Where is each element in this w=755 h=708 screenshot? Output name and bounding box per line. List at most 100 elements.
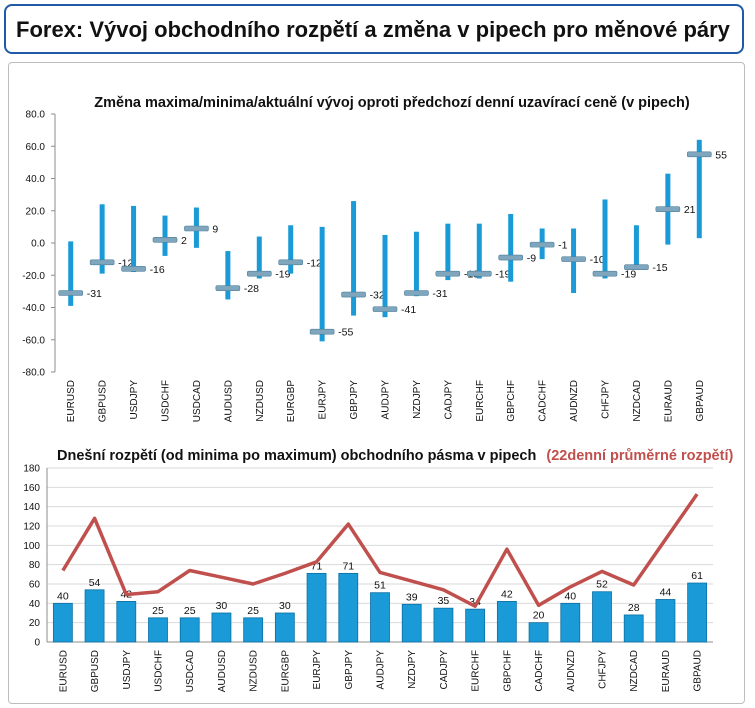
chart1-category-label: USDJPY	[129, 380, 140, 420]
range-bar	[496, 601, 517, 643]
current-marker	[246, 270, 272, 277]
current-value-label: -12	[307, 257, 322, 269]
chart2-category-label: EURUSD	[58, 650, 69, 692]
chart2-category-label: GBPUSD	[90, 650, 101, 692]
bar-value-label: 35	[438, 595, 450, 607]
chart2-category-label: EURAUD	[661, 650, 672, 692]
range-bar	[382, 234, 388, 318]
range-bar	[99, 204, 105, 274]
chart2-category-label: AUDJPY	[376, 650, 387, 690]
chart1-y-tick: -20.0	[22, 271, 45, 282]
range-bar	[179, 617, 200, 643]
bar-value-label: 34	[469, 596, 481, 608]
range-bar	[633, 225, 639, 269]
bar-value-label: 44	[660, 586, 672, 598]
range-bar	[655, 599, 676, 643]
current-marker	[372, 306, 398, 312]
chart2-category-label: EURGBP	[280, 650, 291, 693]
range-bar	[401, 603, 422, 643]
range-bar	[433, 607, 454, 643]
bar-value-label: 30	[216, 600, 228, 612]
chart1-category-label: CHFJPY	[601, 380, 612, 419]
bar-value-label: 61	[691, 570, 703, 582]
bar-value-label: 54	[89, 577, 101, 589]
chart1-y-tick: 0.0	[31, 239, 45, 250]
chart1-category-label: GBPCHF	[506, 380, 517, 422]
range-bar	[465, 608, 486, 643]
range-bar	[508, 213, 514, 282]
bar-value-label: 71	[342, 560, 354, 572]
current-marker	[58, 290, 84, 296]
range-bar	[68, 241, 74, 306]
current-value-label: -19	[621, 269, 636, 281]
range-bar	[560, 602, 581, 643]
bar-value-label: 42	[501, 588, 513, 600]
chart2-category-label: AUDNZD	[566, 650, 577, 692]
page-title: Forex: Vývoj obchodního rozpětí a změna …	[16, 17, 730, 42]
chart2-category-label: EURCHF	[471, 650, 482, 692]
current-marker	[152, 236, 178, 243]
chart1-y-tick: 80.0	[26, 110, 46, 121]
chart1-category-label: EURGBP	[286, 380, 297, 423]
range-bar	[623, 614, 644, 643]
chart2-y-tick: 80	[29, 560, 41, 571]
range-bar	[319, 226, 325, 342]
range-bar	[338, 572, 359, 643]
current-marker	[404, 290, 429, 296]
current-value-label: 2	[181, 235, 187, 247]
chart1-category-label: GBPUSD	[98, 380, 109, 422]
range-bar	[225, 251, 231, 300]
bar-value-label: 40	[57, 590, 69, 602]
chart2-category-label: CADCHF	[534, 650, 545, 692]
current-value-label: -15	[652, 262, 667, 274]
chart1-category-label: AUDJPY	[381, 380, 392, 420]
current-marker	[435, 270, 461, 277]
chart2-y-tick: 100	[23, 541, 40, 552]
current-value-label: 55	[715, 149, 727, 161]
bar-value-label: 20	[533, 610, 545, 622]
chart1-y-tick: -60.0	[22, 335, 45, 346]
chart2-category-label: USDJPY	[122, 650, 133, 690]
chart2-category-label: CHFJPY	[598, 650, 609, 689]
chart2-category-label: USDCAD	[185, 650, 196, 692]
current-value-label: -28	[244, 283, 259, 295]
chart1-category-label: GBPAUD	[695, 380, 706, 422]
range-bar	[84, 589, 105, 643]
chart1-y-tick: -80.0	[22, 368, 45, 379]
chart1-y-tick: 40.0	[26, 174, 46, 185]
current-marker	[529, 241, 555, 248]
chart2-category-label: GBPJPY	[344, 650, 355, 690]
current-marker	[498, 254, 524, 261]
current-marker	[686, 151, 712, 158]
chart1-category-label: NZDCAD	[632, 380, 643, 422]
bar-value-label: 25	[184, 605, 196, 617]
chart1-category-label: EURCHF	[475, 380, 486, 422]
current-marker	[309, 328, 335, 335]
chart1-category-label: EURAUD	[663, 380, 674, 422]
range-bar	[243, 617, 264, 643]
chart2-category-label: NZDCAD	[629, 650, 640, 692]
chart2-y-tick: 180	[23, 464, 40, 475]
current-marker	[215, 285, 241, 291]
bar-value-label: 25	[247, 605, 259, 617]
chart1-category-label: GBPJPY	[349, 380, 360, 420]
current-value-label: -55	[338, 327, 353, 339]
range-bar	[131, 205, 137, 273]
range-bar	[256, 236, 262, 279]
range-bar	[602, 199, 608, 279]
range-bar	[370, 592, 390, 643]
chart2-y-tick: 160	[23, 483, 40, 494]
chart2-category-label: AUDUSD	[217, 650, 228, 692]
chart2-y-tick: 60	[29, 580, 41, 591]
current-marker	[121, 265, 146, 272]
current-value-label: -9	[527, 253, 536, 265]
bar-value-label: 52	[596, 579, 608, 591]
current-value-label: -41	[401, 304, 416, 316]
chart2-category-label: NZDJPY	[407, 650, 418, 689]
chart1-title: Změna maxima/minima/aktuální vývoj oprot…	[94, 95, 690, 111]
chart2-category-label: EURJPY	[312, 650, 323, 690]
range-bar	[528, 622, 549, 643]
chart2-title-main: Dnešní rozpětí (od minima po maximum) ob…	[57, 448, 536, 464]
